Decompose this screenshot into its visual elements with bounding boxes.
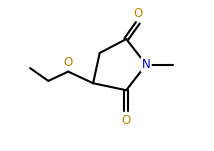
- Text: N: N: [142, 58, 150, 71]
- Text: O: O: [122, 114, 131, 127]
- Text: O: O: [133, 7, 143, 20]
- Text: O: O: [64, 56, 73, 69]
